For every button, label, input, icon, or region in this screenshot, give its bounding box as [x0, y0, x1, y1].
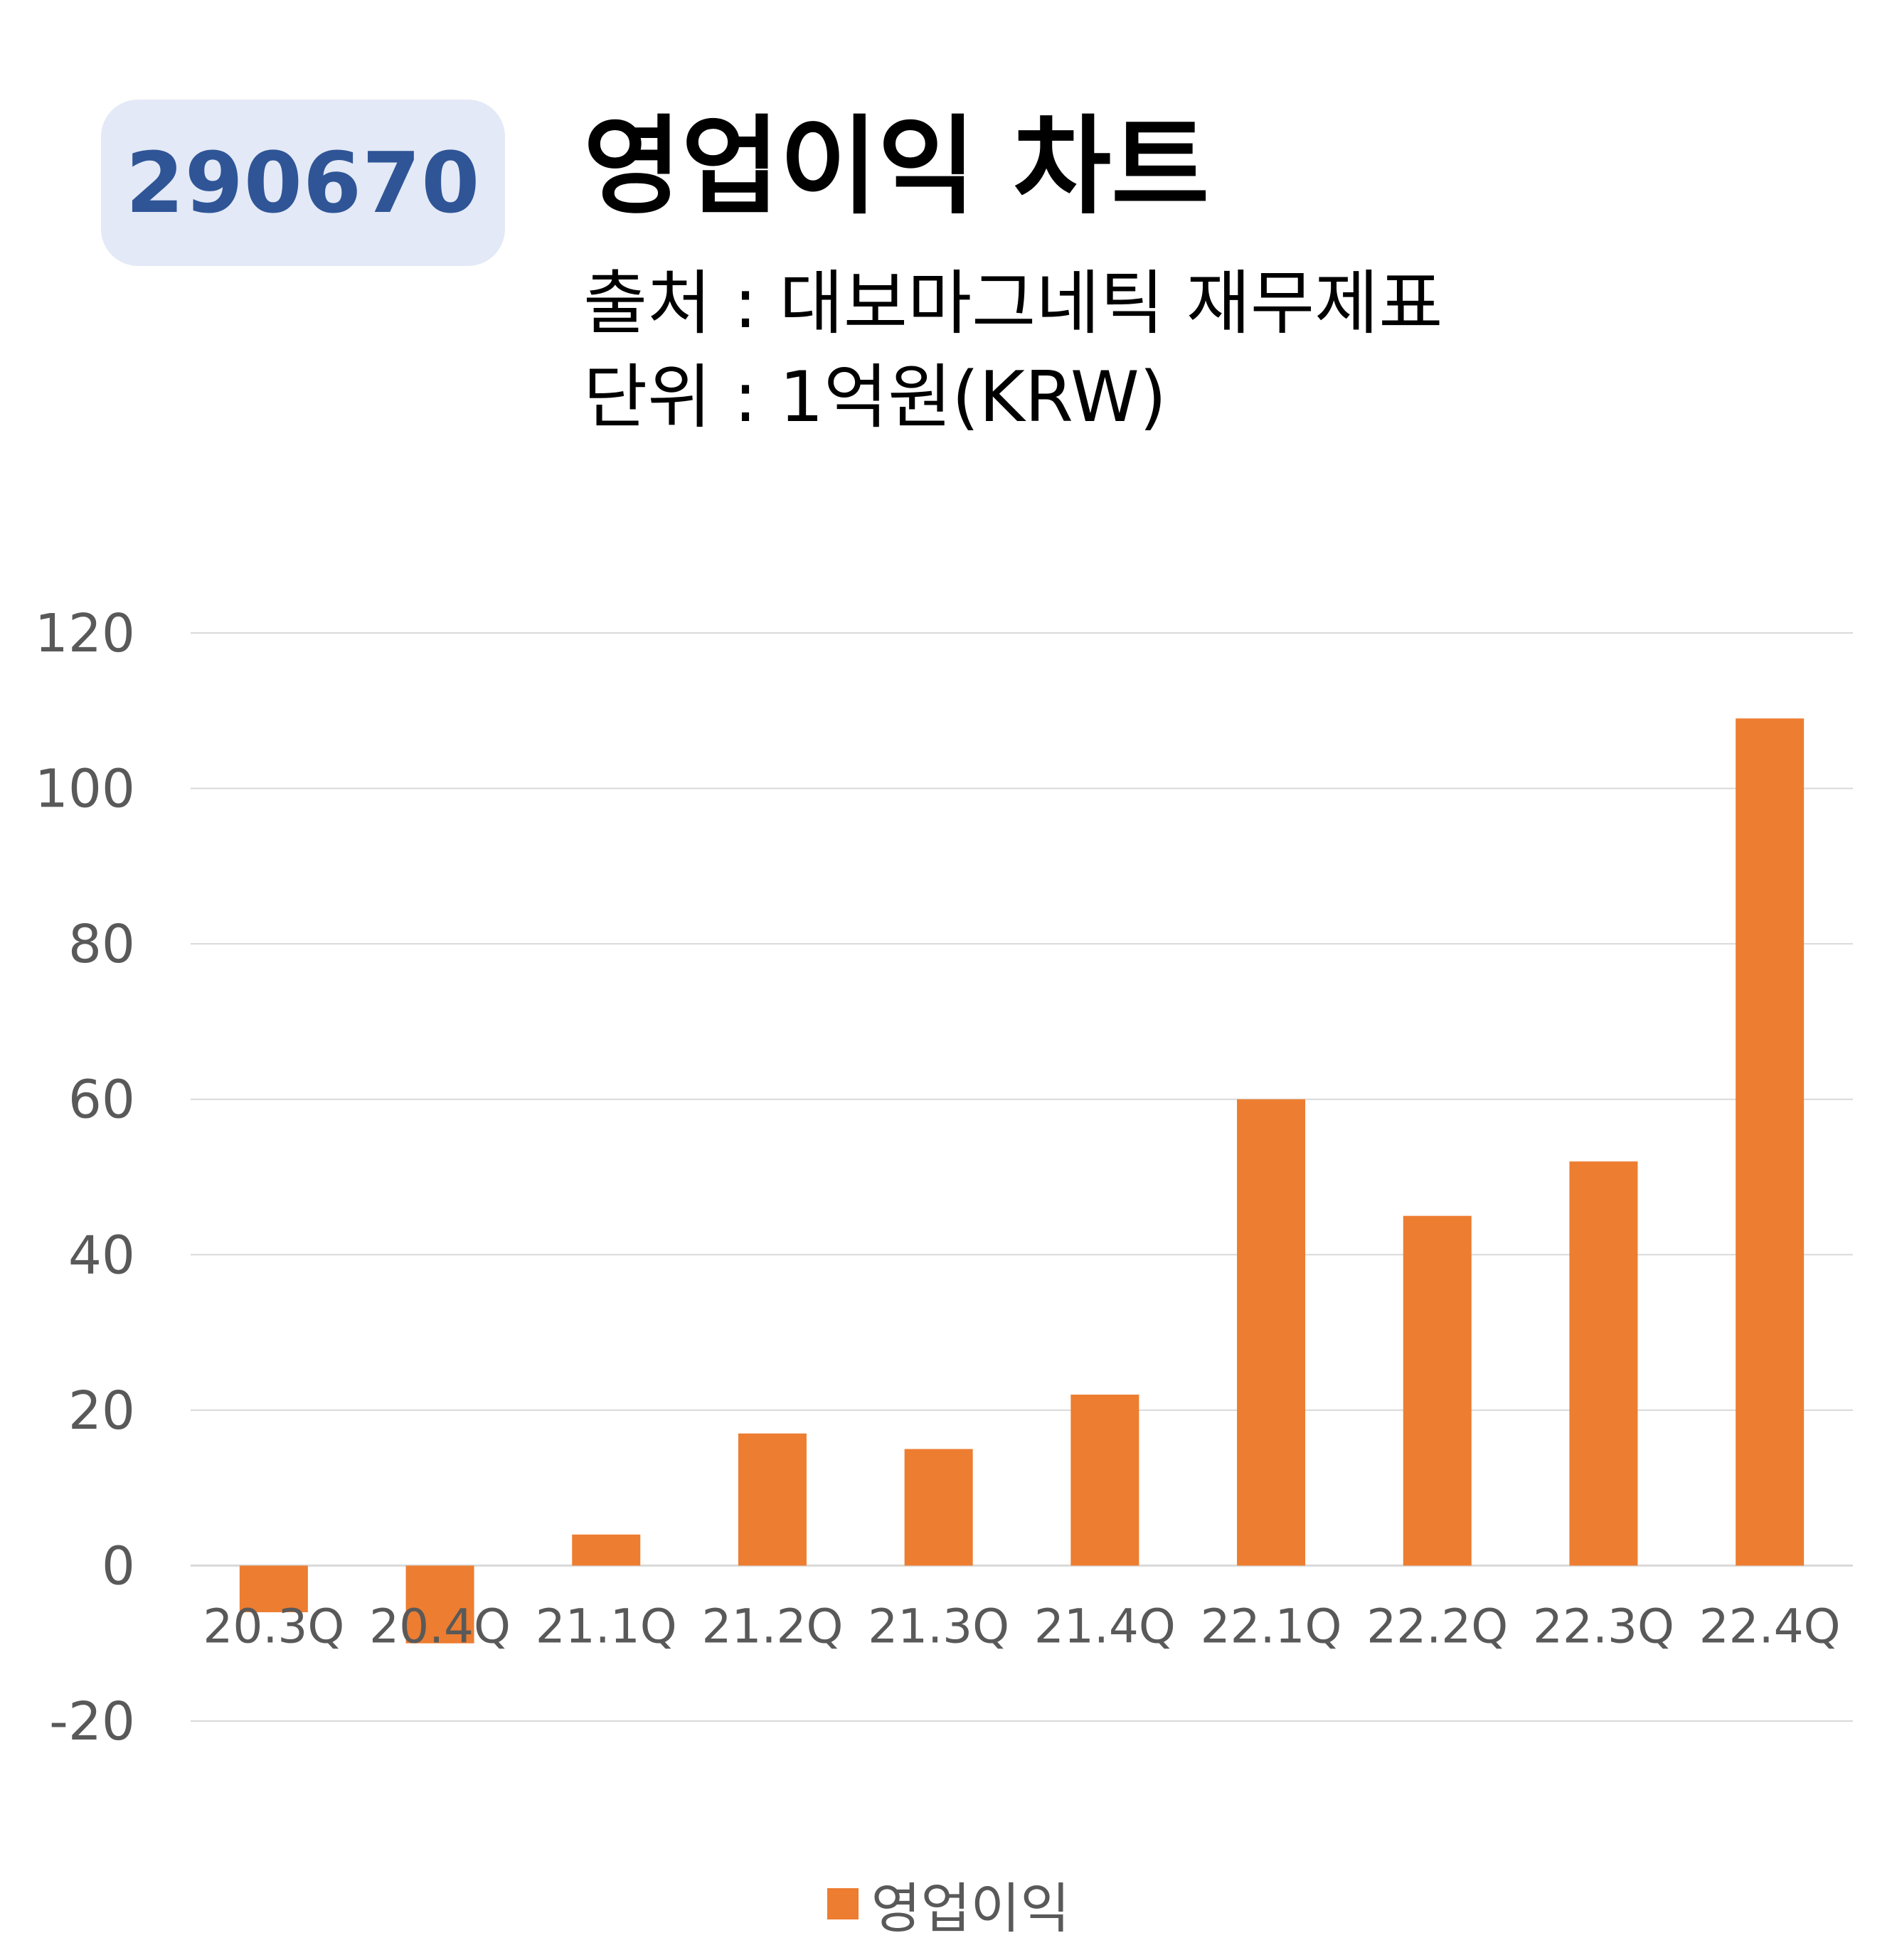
source-line: 출처 : 대보마그네틱 재무제표: [583, 263, 1443, 344]
x-tick-label: 22.2Q: [1366, 1599, 1508, 1653]
stock-code-badge: 290670: [101, 100, 505, 266]
x-tick-label: 22.4Q: [1699, 1599, 1841, 1653]
legend-swatch: [827, 1888, 859, 1919]
bar-22.2Q: [1403, 1215, 1472, 1566]
bars: [239, 718, 1805, 1644]
bar-21.4Q: [1070, 1395, 1139, 1566]
unit-line: 단위 : 1억원(KRW): [583, 357, 1167, 438]
bar-21.2Q: [738, 1433, 807, 1566]
bar-21.1Q: [572, 1534, 641, 1566]
x-tick-label: 22.1Q: [1201, 1599, 1342, 1653]
x-axis-ticks: 20.3Q 20.4Q 21.1Q 21.2Q 21.3Q 21.4Q 22.1Q 22.2Q…: [203, 1599, 1840, 1653]
bar-20.3Q: [239, 1565, 308, 1612]
legend: 영업이익: [0, 1865, 1897, 1943]
y-tick-label: 80: [68, 914, 135, 975]
bar-22.4Q: [1736, 718, 1805, 1566]
y-tick-label: 60: [68, 1070, 135, 1131]
bar-20.4Q: [405, 1565, 474, 1644]
y-tick-label: 40: [68, 1225, 135, 1286]
y-tick-label: 20: [68, 1380, 135, 1442]
x-tick-label: 20.3Q: [203, 1599, 344, 1653]
x-tick-label: 21.3Q: [868, 1599, 1009, 1653]
y-axis-ticks: 120 100 80 60 40 20 0 -20: [35, 603, 135, 1752]
legend-label: 영업이익: [871, 1877, 1070, 1940]
x-tick-label: 21.1Q: [536, 1599, 677, 1653]
x-tick-label: 22.3Q: [1533, 1599, 1674, 1653]
bar-21.3Q: [904, 1449, 973, 1566]
y-tick-label: 100: [35, 759, 135, 820]
x-tick-label: 21.4Q: [1034, 1599, 1176, 1653]
bar-22.1Q: [1237, 1099, 1306, 1566]
x-tick-label: 21.2Q: [701, 1599, 843, 1653]
chart-title: 영업이익 차트: [583, 105, 1210, 229]
y-tick-label: 120: [35, 603, 135, 664]
x-tick-label: 20.4Q: [369, 1599, 511, 1653]
y-tick-label: 0: [102, 1535, 135, 1597]
bar-22.3Q: [1569, 1161, 1638, 1566]
y-tick-label: -20: [49, 1691, 135, 1752]
stock-code: 290670: [125, 134, 481, 232]
